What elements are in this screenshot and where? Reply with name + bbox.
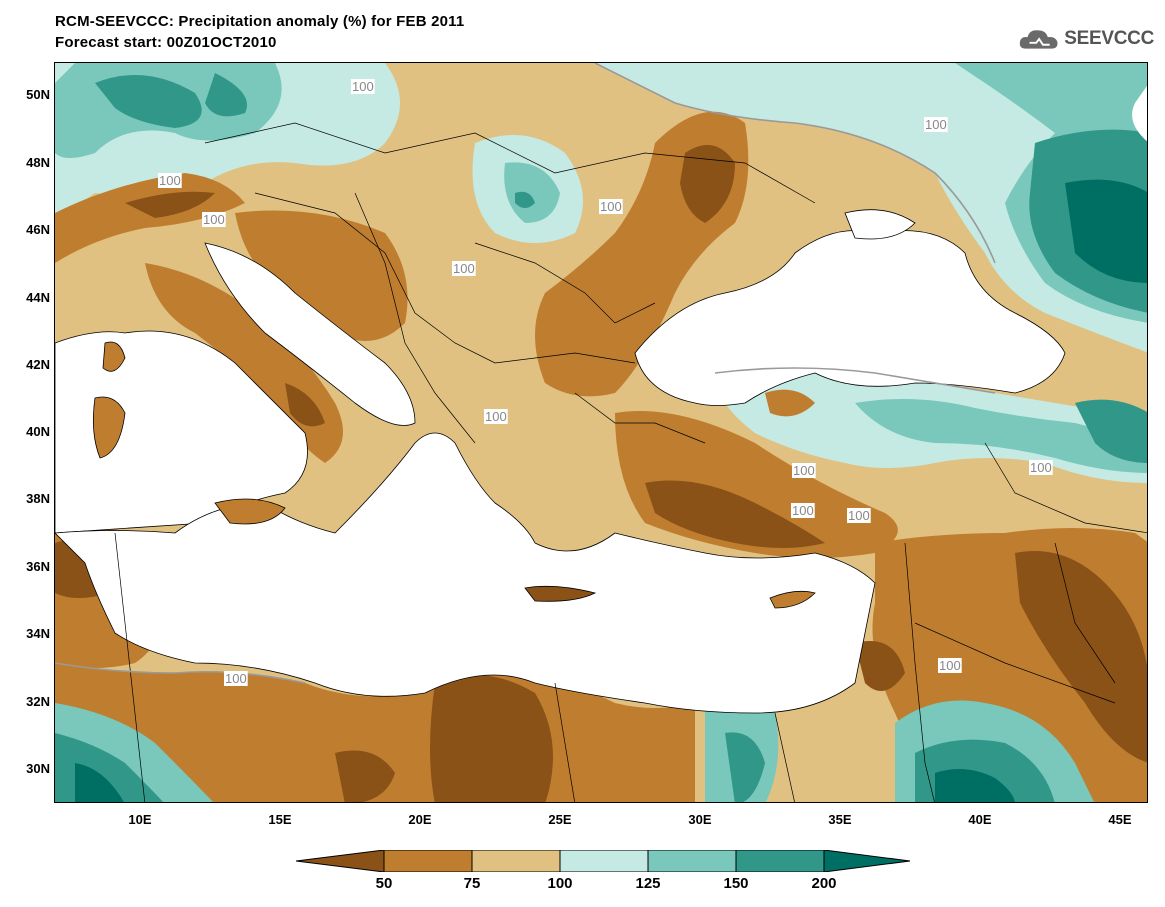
colorbar — [295, 849, 911, 877]
lat-label: 34N — [26, 626, 50, 641]
colorbar-label: 125 — [635, 875, 661, 892]
cloud-icon — [1019, 30, 1058, 49]
mediterranean-sea — [55, 432, 876, 714]
lat-label: 40N — [26, 424, 50, 439]
contour-label-100: 100 — [792, 503, 814, 518]
lon-label: 10E — [128, 812, 152, 827]
contour-label-100: 100 — [1030, 460, 1052, 475]
contour-label-100: 100 — [159, 173, 181, 188]
contour-label-100: 100 — [203, 212, 225, 227]
contour-label-background — [351, 79, 375, 94]
contour-label-background — [792, 463, 816, 478]
contour-label-100: 100 — [848, 508, 870, 523]
lat-label: 30N — [26, 761, 50, 776]
lon-label: 45E — [1108, 812, 1132, 827]
colorbar-segment — [295, 849, 385, 873]
corsica-island — [102, 341, 126, 372]
lon-label: 15E — [268, 812, 292, 827]
sicily-island — [214, 498, 286, 525]
contour-label-background — [158, 173, 182, 188]
adriatic-sea — [204, 242, 416, 426]
lon-label: 40E — [968, 812, 992, 827]
colorbar-label: 150 — [723, 875, 749, 892]
colorbar-label: 100 — [547, 875, 573, 892]
colorbar-label: 75 — [463, 875, 481, 892]
contour-label-100: 100 — [485, 409, 507, 424]
forecast-start-subtitle: Forecast start: 00Z01OCT2010 — [55, 34, 277, 51]
lat-label: 48N — [26, 155, 50, 170]
colorbar-segment — [383, 849, 473, 873]
black-sea — [634, 230, 1066, 406]
contour-label-100: 100 — [939, 658, 961, 673]
lon-label: 35E — [828, 812, 852, 827]
seevccc-logo: SEEVCCC — [1018, 24, 1154, 54]
contour-labels: 100 100 100 100 100 100 100 100 100 100 … — [158, 79, 1053, 686]
contour-label-100: 100 — [225, 671, 247, 686]
contour-label-background — [452, 261, 476, 276]
colorbar-label: 200 — [811, 875, 837, 892]
contour-label-100: 100 — [600, 199, 622, 214]
lat-label: 44N — [26, 290, 50, 305]
map-title: RCM-SEEVCCC: Precipitation anomaly (%) f… — [55, 13, 465, 30]
contour-label-background — [938, 658, 962, 673]
contour-label-background — [224, 671, 248, 686]
lon-label: 20E — [408, 812, 432, 827]
contour-label-background — [484, 409, 508, 424]
lat-label: 32N — [26, 694, 50, 709]
lat-label: 42N — [26, 357, 50, 372]
precipitation-map: 100 100 100 100 100 100 100 100 100 100 … — [54, 62, 1148, 803]
colorbar-label: 50 — [375, 875, 393, 892]
lat-label: 36N — [26, 559, 50, 574]
contour-label-background — [1029, 460, 1053, 475]
colorbar-segment — [647, 849, 737, 873]
colorbar-segment — [735, 849, 825, 873]
lat-label: 46N — [26, 222, 50, 237]
crete-island — [524, 585, 597, 602]
contour-label-background — [847, 508, 871, 523]
contour-label-100: 100 — [925, 117, 947, 132]
contour-label-100: 100 — [793, 463, 815, 478]
contour-label-100: 100 — [453, 261, 475, 276]
lat-label: 38N — [26, 491, 50, 506]
colorbar-segment — [471, 849, 561, 873]
tyrrhenian-sea — [55, 330, 308, 534]
contour-label-100: 100 — [352, 79, 374, 94]
caspian-sea — [1132, 85, 1147, 142]
lat-label: 50N — [26, 87, 50, 102]
colorbar-segment — [823, 849, 911, 873]
contour-label-background — [791, 503, 815, 518]
cyprus-island — [769, 590, 816, 609]
lon-label: 25E — [548, 812, 572, 827]
sea-of-azov — [844, 209, 916, 240]
sardinia-island — [92, 396, 126, 459]
contour-label-background — [924, 117, 948, 132]
contour-label-background — [202, 212, 226, 227]
lon-label: 30E — [688, 812, 712, 827]
logo-text: SEEVCCC — [1064, 28, 1154, 49]
colorbar-segment — [559, 849, 649, 873]
contour-label-background — [599, 199, 623, 214]
